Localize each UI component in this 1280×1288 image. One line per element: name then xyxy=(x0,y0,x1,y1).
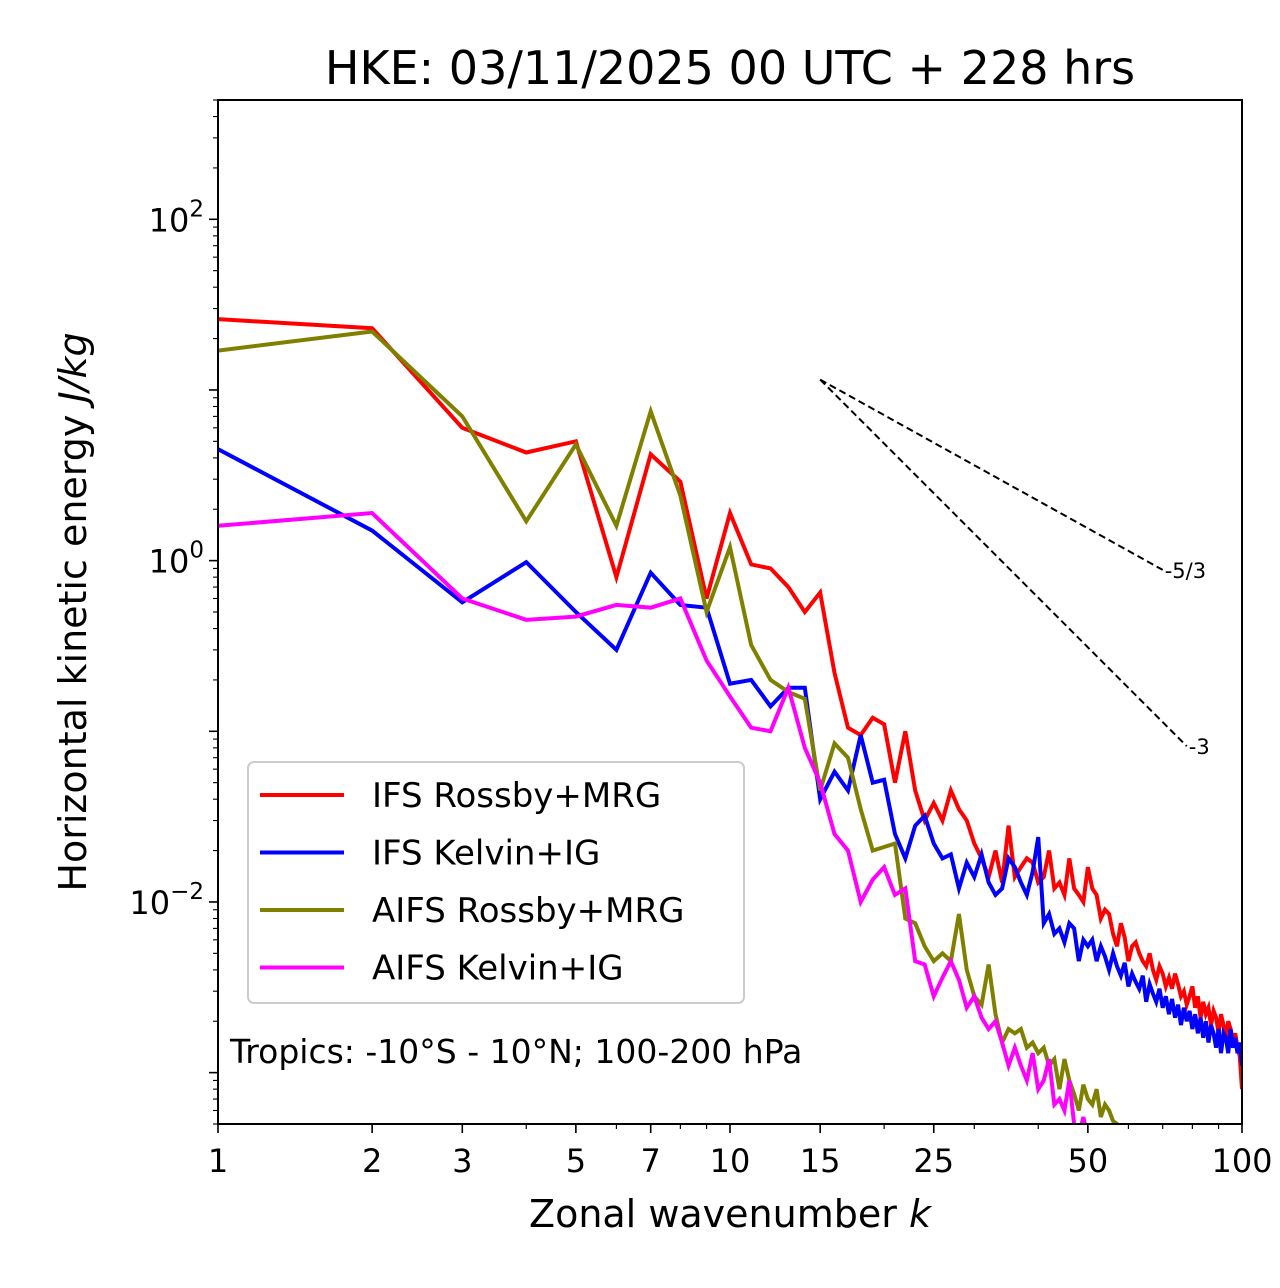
x-tick-label: 50 xyxy=(1068,1142,1109,1180)
plot-frame xyxy=(217,99,1243,1125)
reference-slope-lines xyxy=(819,378,1188,747)
chart-title: HKE: 03/11/2025 00 UTC + 228 hrs xyxy=(325,41,1135,95)
axis-ticks: 1 2 3 5 7 10 15 25 50 100 102 100 10−2 xyxy=(129,99,1273,1180)
x-tick-label: 10 xyxy=(710,1142,751,1180)
legend-label: IFS Rossby+MRG xyxy=(372,776,661,816)
legend-label: AIFS Kelvin+IG xyxy=(372,949,624,989)
y-tick-label: 10−2 xyxy=(129,879,204,922)
legend: IFS Rossby+MRG IFS Kelvin+IG AIFS Rossby+M… xyxy=(247,761,745,1004)
x-tick-label: 3 xyxy=(452,1142,472,1180)
data-series xyxy=(218,317,1242,1124)
legend-frame xyxy=(247,761,745,1004)
series-line xyxy=(218,317,1242,1090)
x-tick-label: 15 xyxy=(800,1142,841,1180)
reference-line xyxy=(819,378,1188,747)
y-axis-label: Horizontal kinetic energy J/kg xyxy=(51,332,95,891)
reference-slope-labels: -5/3 -3 xyxy=(1165,559,1210,759)
x-tick-label: 2 xyxy=(362,1142,382,1180)
y-tick-label: 102 xyxy=(149,196,204,239)
x-tick-label: 100 xyxy=(1211,1142,1272,1180)
x-axis-label: Zonal wavenumber k xyxy=(529,1192,933,1236)
x-tick-label: 25 xyxy=(913,1142,954,1180)
region-annotation: Tropics: -10°S - 10°N; 100-200 hPa xyxy=(229,1032,802,1071)
series-line xyxy=(218,447,1242,1066)
y-tick-label: 100 xyxy=(149,538,204,581)
reference-line-label: -5/3 xyxy=(1165,559,1206,583)
x-tick-label: 7 xyxy=(641,1142,661,1180)
series-line xyxy=(218,329,1120,1124)
legend-label: AIFS Rossby+MRG xyxy=(372,891,684,931)
x-tick-label: 5 xyxy=(566,1142,586,1180)
x-tick-label: 1 xyxy=(208,1142,228,1180)
legend-label: IFS Kelvin+IG xyxy=(372,834,600,874)
series-line xyxy=(218,510,1118,1124)
reference-line-label: -3 xyxy=(1189,735,1210,759)
